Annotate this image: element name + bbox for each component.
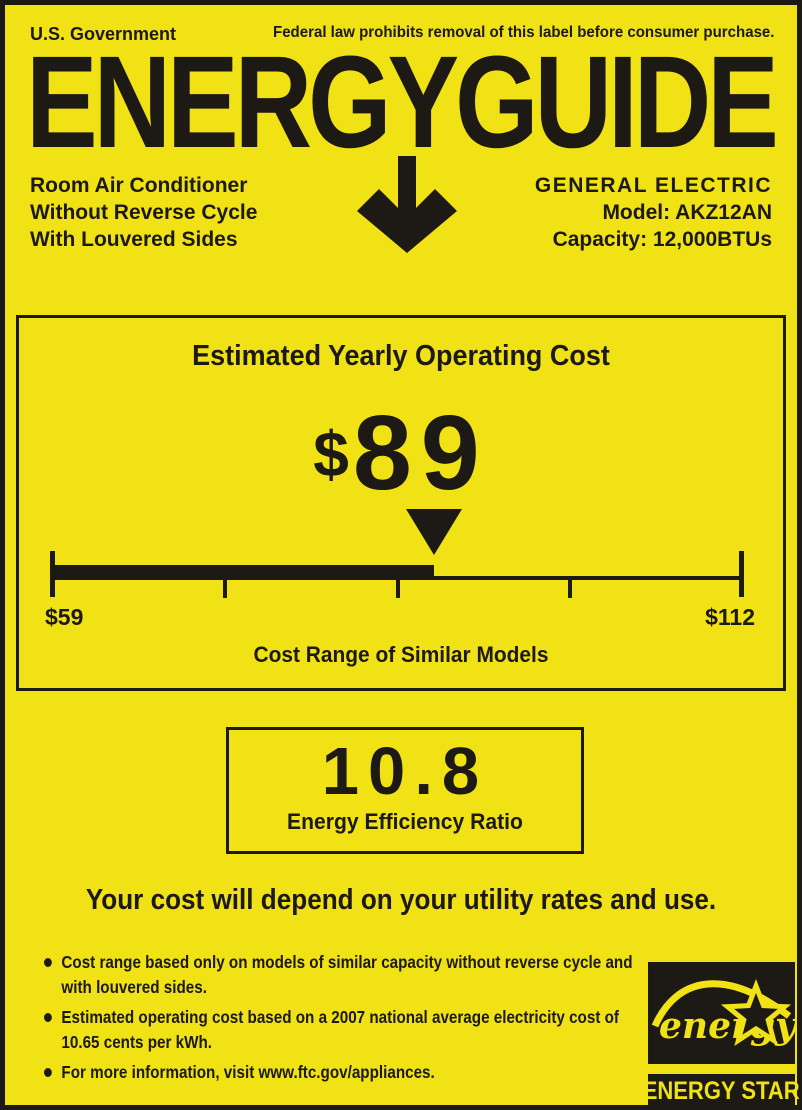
- product-type-line: With Louvered Sides: [30, 228, 238, 251]
- currency-symbol: $: [313, 418, 353, 490]
- cost-amount: 89: [352, 394, 489, 512]
- footnote-text: Cost range based only on models of simil…: [61, 952, 633, 997]
- estimated-cost-value: $89: [19, 398, 783, 540]
- bullet-dot-icon: [44, 958, 52, 967]
- us-government-text: U.S. Government: [30, 24, 177, 44]
- energy-star-wordmark-strip: ENERGY STAR: [643, 1074, 800, 1109]
- scale-tick-q3: [568, 579, 572, 598]
- operating-cost-box: Estimated Yearly Operating Cost $89 $59 …: [16, 315, 786, 691]
- footnote-item: Estimated operating cost based on a 2007…: [44, 1005, 653, 1055]
- footnote-list: Cost range based only on models of simil…: [44, 950, 653, 1085]
- footnote-text: For more information, visit www.ftc.gov/…: [61, 1062, 435, 1082]
- footnote-item: For more information, visit www.ftc.gov/…: [44, 1060, 653, 1085]
- scale-tick-q1: [223, 579, 227, 598]
- product-type-line: Without Reverse Cycle: [30, 201, 258, 224]
- energy-star-emblem: energy: [648, 962, 798, 1064]
- cost-box-title: Estimated Yearly Operating Cost: [192, 340, 610, 372]
- energy-star-star-icon: [720, 979, 792, 1046]
- footnote-text: Estimated operating cost based on a 2007…: [61, 1007, 620, 1052]
- eer-box: 10.8 Energy Efficiency Ratio: [226, 727, 584, 854]
- scale-tick-mid: [396, 579, 400, 598]
- scale-tick-max: [739, 551, 744, 597]
- eer-value: 10.8: [321, 734, 489, 809]
- scale-caption: Cost Range of Similar Models: [253, 642, 549, 667]
- scale-min-label: $59: [45, 604, 84, 630]
- scale-filled-bar: [52, 565, 434, 580]
- manufacturer-name: GENERAL ELECTRIC: [534, 174, 772, 197]
- utility-note: Your cost will depend on your utility ra…: [85, 884, 717, 916]
- bullet-dot-icon: [44, 1013, 52, 1022]
- energy-star-wordmark: ENERGY STAR: [643, 1077, 800, 1105]
- capacity-value: Capacity: 12,000BTUs: [552, 228, 772, 251]
- energyguide-logo: ENERGYGUIDE: [26, 28, 779, 175]
- federal-notice-text: Federal law prohibits removal of this la…: [272, 24, 774, 41]
- energy-star-arch: [651, 980, 792, 1028]
- energy-star-logo: energy ENERGY STAR: [643, 962, 800, 1109]
- product-identity: GENERAL ELECTRIC Model: AKZ12AN Capacity…: [535, 172, 772, 253]
- product-type-lines: Room Air Conditioner Without Reverse Cyc…: [30, 172, 257, 253]
- scale-max-label: $112: [705, 604, 755, 630]
- cost-pointer-icon: [406, 509, 462, 555]
- scale-tick-min: [50, 551, 55, 597]
- bullet-dot-icon: [44, 1068, 52, 1077]
- down-arrow-icon: [357, 156, 457, 253]
- product-type-line: Room Air Conditioner: [30, 174, 248, 197]
- model-number: Model: AKZ12AN: [602, 201, 772, 224]
- footnote-item: Cost range based only on models of simil…: [44, 950, 653, 1000]
- eer-label: Energy Efficiency Ratio: [287, 809, 523, 834]
